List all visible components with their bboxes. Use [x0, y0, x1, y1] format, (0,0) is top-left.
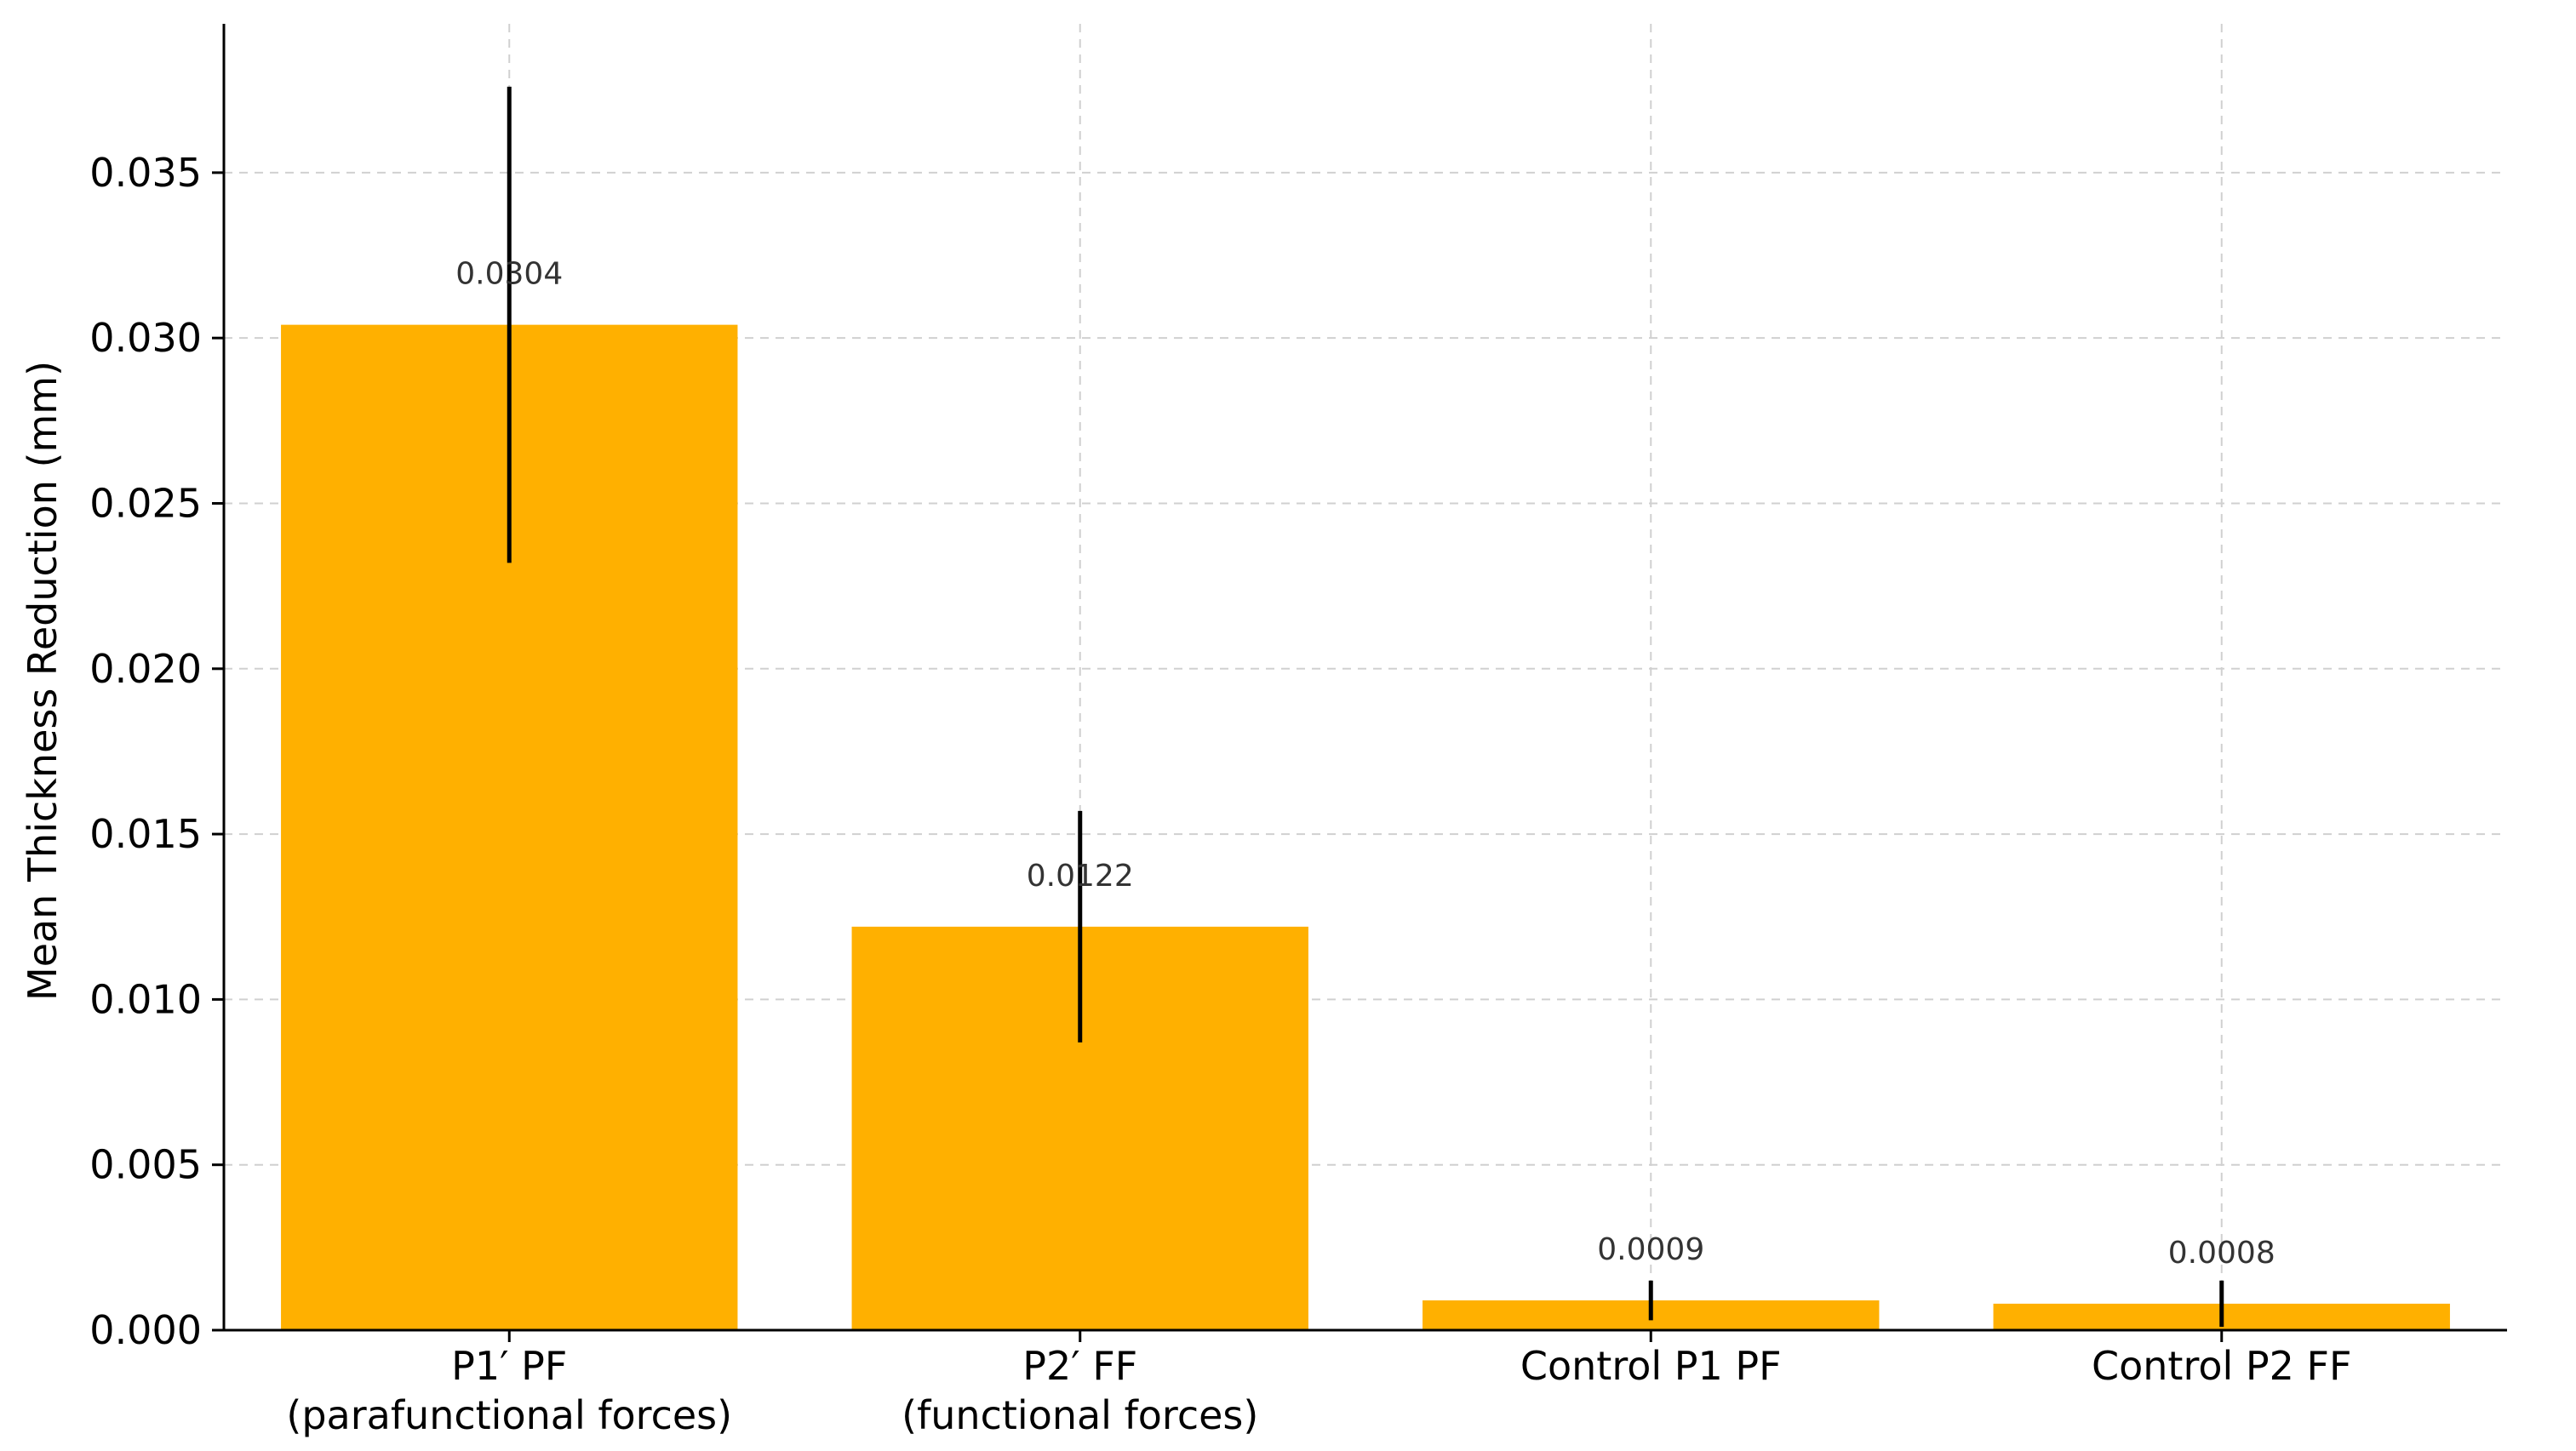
axis-layer: [222, 24, 2507, 1332]
y-axis-label: Mean Thickness Reduction (mm): [20, 361, 66, 1001]
y-tick-label: 0.030: [89, 315, 202, 361]
data-label: 0.0304: [455, 257, 563, 292]
x-tick-label-sub: (parafunctional forces): [286, 1392, 732, 1438]
y-tick-label: 0.010: [89, 976, 202, 1022]
y-tick-label: 0.005: [89, 1142, 202, 1188]
x-tick-label: Control P2 FF: [2092, 1343, 2351, 1389]
y-tick-label: 0.000: [89, 1307, 202, 1353]
y-tick-layer: 0.000 0.005 0.010 0.015 0.020 0.025 0.030 0.035: [89, 150, 224, 1353]
x-tick-label-sub: (functional forces): [902, 1392, 1258, 1438]
x-tick-layer: P1′ PF(parafunctional forces) P2′ FF(func…: [286, 1330, 2351, 1438]
data-label: 0.0009: [1597, 1232, 1704, 1267]
data-label: 0.0008: [2168, 1236, 2275, 1271]
data-label: 0.0122: [1027, 859, 1134, 894]
x-tick-label: P1′ PF: [451, 1343, 567, 1389]
y-tick-label: 0.020: [89, 646, 202, 692]
y-tick-label: 0.025: [89, 480, 202, 526]
error-bar-layer: [507, 86, 2224, 1328]
y-tick-label: 0.035: [89, 150, 202, 196]
x-tick-label: P2′ FF: [1022, 1343, 1137, 1389]
x-tick-label: Control P1 PF: [1520, 1343, 1782, 1389]
y-tick-label: 0.015: [89, 811, 202, 857]
value-label-layer: 0.0304 0.0122 0.0009 0.0008: [455, 257, 2275, 1271]
bar-layer: [281, 324, 2450, 1330]
